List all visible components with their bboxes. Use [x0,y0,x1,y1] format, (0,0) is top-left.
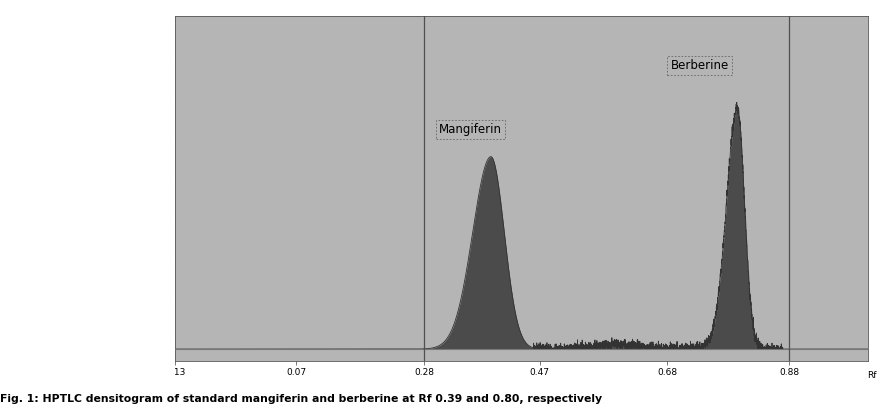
Text: Mangiferin: Mangiferin [439,123,502,136]
Text: AU: AU [122,3,136,13]
Text: Berberine: Berberine [670,59,728,72]
Text: Rf: Rf [866,371,876,380]
Text: Fig. 1: HPTLC densitogram of standard mangiferin and berberine at Rf 0.39 and 0.: Fig. 1: HPTLC densitogram of standard ma… [0,394,602,404]
